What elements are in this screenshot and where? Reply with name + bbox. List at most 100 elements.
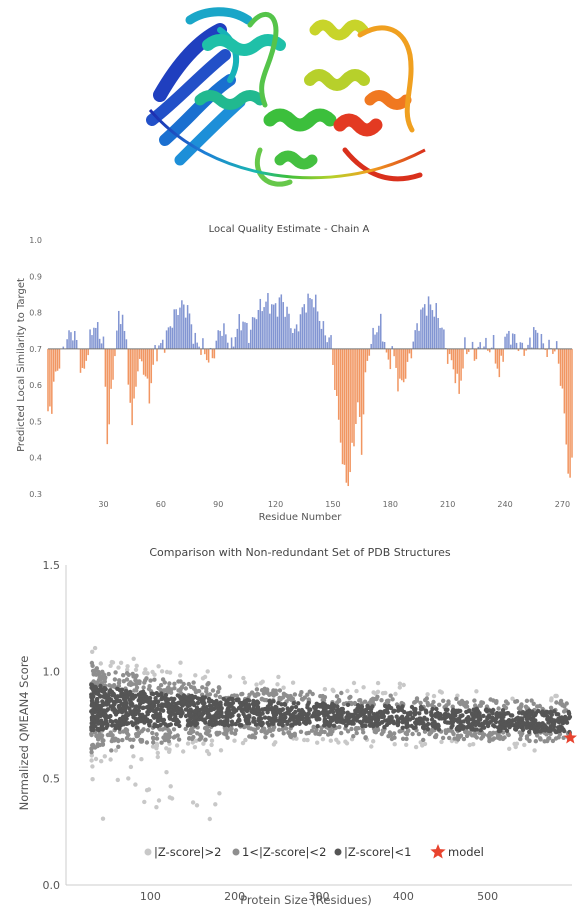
chart2-point — [490, 710, 495, 716]
chart1-bar — [427, 296, 430, 349]
chart2-point — [360, 723, 365, 729]
chart2-point — [109, 684, 114, 689]
chart2-point — [187, 702, 193, 707]
chart1-bar — [272, 304, 275, 349]
chart2-point — [142, 799, 147, 805]
chart1-bar — [72, 340, 74, 349]
chart2-point — [290, 680, 296, 685]
chart2-point — [339, 690, 344, 696]
chart1-bar — [282, 302, 284, 349]
chart2-point — [101, 689, 107, 695]
chart2-point — [546, 720, 551, 725]
chart2-point — [316, 702, 321, 707]
chart2-point — [192, 745, 198, 750]
chart2-point — [233, 728, 239, 733]
chart2-point — [305, 737, 310, 743]
chart2-point — [347, 695, 352, 700]
chart1-bar — [517, 348, 520, 352]
chart2-point — [394, 714, 399, 719]
chart2-point — [456, 719, 461, 724]
chart2-point — [281, 691, 287, 696]
chart2-point — [514, 725, 519, 730]
chart2-point — [125, 667, 130, 672]
chart1-bar — [525, 348, 527, 351]
chart2-point — [361, 730, 366, 735]
chart2-point — [159, 691, 164, 696]
chart1-bar — [466, 348, 468, 355]
chart2-point — [154, 714, 159, 719]
chart1-bar — [158, 345, 160, 349]
chart2-point — [89, 731, 94, 737]
chart1-ytick-label: 0.7 — [29, 345, 42, 354]
chart1-bar — [207, 348, 210, 363]
chart1-bar — [341, 348, 344, 465]
chart2-point — [386, 703, 392, 709]
chart2-point — [226, 714, 232, 719]
chart1-ytick-label: 0.9 — [29, 272, 42, 281]
chart2-point — [152, 677, 157, 682]
chart2-point — [252, 693, 258, 698]
chart2-point — [164, 701, 169, 706]
chart2-point — [269, 706, 274, 711]
chart2-point — [344, 723, 349, 728]
chart2-point — [471, 707, 476, 712]
chart2-point — [473, 711, 478, 717]
chart2-point — [351, 734, 356, 739]
chart2-point — [225, 707, 230, 712]
chart1-bar — [221, 335, 223, 349]
chart2-point — [528, 726, 533, 731]
chart2-point — [95, 699, 100, 705]
chart2-point — [472, 731, 478, 736]
chart1-bar — [152, 348, 154, 365]
chart2-point — [375, 718, 381, 723]
chart1-bar — [303, 304, 306, 349]
chart2-point — [108, 663, 113, 668]
chart2-point — [337, 724, 342, 730]
chart1-bar — [234, 337, 237, 349]
chart2-ytick-label: 0.5 — [43, 772, 61, 785]
chart2-point — [280, 723, 285, 728]
chart1-bar — [376, 332, 378, 349]
chart2-point — [134, 734, 139, 739]
chart2-point — [334, 717, 340, 722]
chart2-point — [418, 707, 424, 712]
chart2-point — [252, 727, 258, 733]
chart1-bar — [240, 330, 242, 349]
chart2-point — [168, 784, 173, 789]
chart2-point — [461, 700, 467, 706]
chart2-point — [95, 726, 101, 732]
chart1-bar — [561, 348, 564, 389]
chart1-bar — [175, 309, 177, 349]
chart2-point — [233, 721, 238, 727]
chart2-point — [561, 735, 566, 740]
chart2-point — [89, 660, 95, 666]
chart2-point — [507, 746, 512, 751]
chart2-point — [230, 696, 235, 702]
chart1-bar — [251, 317, 254, 349]
chart2-point — [392, 742, 397, 747]
chart2-point — [206, 699, 212, 704]
chart2-point — [445, 707, 450, 712]
chart2-point — [393, 691, 398, 697]
chart2-point — [89, 717, 95, 723]
chart2-point — [164, 770, 169, 775]
chart1-bar — [125, 339, 128, 349]
chart2-point — [544, 732, 549, 737]
chart2-point — [217, 694, 223, 700]
chart2-point — [270, 733, 275, 738]
chart2-point — [345, 702, 351, 707]
chart2-point — [404, 736, 409, 742]
chart2-point — [252, 719, 257, 724]
chart1-bar — [276, 316, 279, 349]
chart2-point — [96, 721, 101, 726]
chart1-bar — [336, 348, 338, 396]
chart1-xtick-label: 270 — [555, 500, 570, 509]
chart2-point — [150, 735, 156, 740]
chart2-point — [559, 715, 564, 720]
chart1-bar — [487, 348, 489, 351]
chart2-point — [493, 716, 499, 721]
chart1-bar — [95, 327, 97, 349]
chart2-point — [351, 680, 357, 686]
chart2-point — [154, 746, 159, 751]
chart2-point — [425, 692, 430, 697]
